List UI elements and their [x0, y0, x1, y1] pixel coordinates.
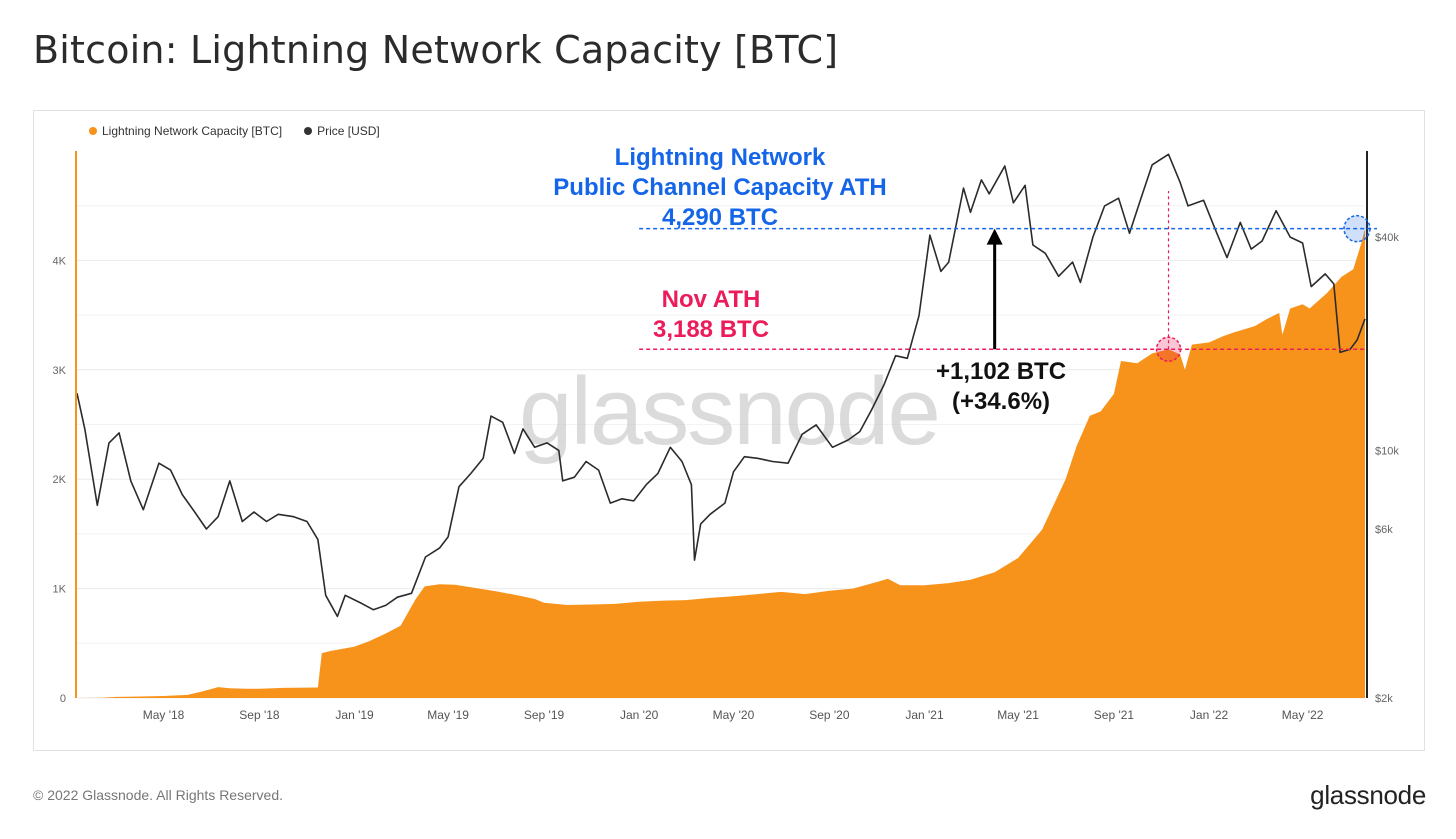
legend-label-price: Price [USD] [317, 124, 380, 138]
ath-annotation-text: Lightning Network [615, 144, 826, 171]
x-tick-label: May '22 [1282, 708, 1324, 722]
x-tick-label: May '20 [713, 708, 755, 722]
x-tick-label: May '19 [427, 708, 469, 722]
y-left-tick-label: 3K [53, 365, 67, 377]
y-right-tick-label: $40k [1375, 232, 1399, 244]
nov-ath-annotation-text: 3,188 BTC [653, 316, 769, 343]
y-right-tick-label: $2k [1375, 693, 1393, 705]
watermark: glassnode [519, 358, 939, 465]
capacity-legend-dot [89, 127, 97, 135]
x-tick-label: Jan '21 [905, 708, 944, 722]
chart-plot: glassnode 0 1K 2K 3K 4K $2k $6k $10k $40k May '18… [53, 144, 1400, 722]
ath-annotation-text: 4,290 BTC [662, 204, 778, 231]
x-tick-label: Jan '20 [620, 708, 659, 722]
y-right-tick-label: $6k [1375, 524, 1393, 536]
difference-annotation-text: (+34.6%) [952, 388, 1050, 415]
axes: 0 1K 2K 3K 4K $2k $6k $10k $40k May '18 Sep '18 Jan… [53, 151, 1399, 722]
y-left-tick-label: 0 [60, 693, 66, 705]
capacity-area [77, 228, 1365, 698]
y-right-tick-label: $10k [1375, 445, 1399, 457]
y-left-tick-label: 1K [53, 584, 67, 596]
ath-annotation-text: Public Channel Capacity ATH [553, 174, 886, 201]
x-tick-label: Sep '18 [239, 708, 280, 722]
price-series [76, 153, 1366, 618]
difference-annotation-text: +1,102 BTC [936, 358, 1066, 385]
x-tick-label: Sep '19 [524, 708, 565, 722]
x-tick-label: Jan '22 [1190, 708, 1229, 722]
capacity-series [77, 228, 1365, 698]
page-title: Bitcoin: Lightning Network Capacity [BTC… [33, 28, 839, 72]
nov-ath-annotation-text: Nov ATH [662, 286, 761, 313]
x-tick-label: May '18 [143, 708, 185, 722]
legend-item-capacity[interactable]: Lightning Network Capacity [BTC] [89, 124, 282, 138]
legend-label-capacity: Lightning Network Capacity [BTC] [102, 124, 283, 138]
copyright-text: © 2022 Glassnode. All Rights Reserved. [33, 787, 284, 803]
nov-ath-marker [1155, 336, 1182, 362]
price-legend-dot [304, 127, 313, 135]
chart-legend: Lightning Network Capacity [BTC] Price [… [89, 124, 380, 138]
chart-frame: Lightning Network Capacity [BTC] Price [… [33, 110, 1425, 751]
x-tick-label: Sep '21 [1094, 708, 1135, 722]
price-line [76, 153, 1366, 618]
x-tick-label: Sep '20 [809, 708, 850, 722]
x-tick-label: May '21 [997, 708, 1039, 722]
x-tick-label: Jan '19 [335, 708, 374, 722]
y-left-tick-label: 4K [53, 255, 67, 267]
legend-item-price[interactable]: Price [USD] [304, 124, 380, 138]
ath-marker [1343, 214, 1371, 243]
difference-arrow-head [986, 228, 1003, 245]
y-left-tick-label: 2K [53, 474, 67, 486]
glassnode-logo[interactable]: glassnode [1310, 780, 1426, 810]
annotations: Lightning Network Public Channel Capacity… [553, 144, 1377, 415]
